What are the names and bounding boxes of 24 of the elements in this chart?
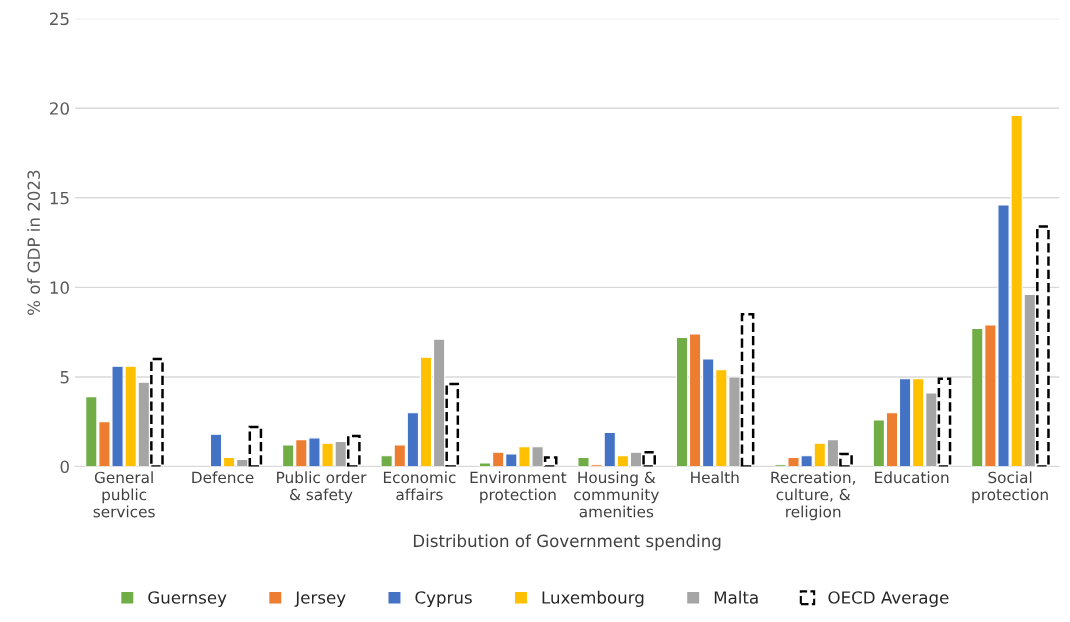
y-axis-title: % of GDP in 2023 — [27, 170, 41, 315]
x-tick-label: Environment protection — [470, 471, 567, 504]
legend-label: Luxembourg — [542, 590, 644, 607]
y-tick-label: 15 — [50, 191, 69, 205]
legend-label: Guernsey — [148, 591, 227, 607]
x-tick-label: Education — [875, 471, 949, 484]
y-tick-label: 20 — [50, 102, 69, 115]
x-tick-label: Economic affairs — [383, 471, 456, 501]
y-tick-label: 5 — [60, 371, 69, 384]
y-tick-label: 25 — [50, 12, 69, 26]
x-tick-label: Housing & community amenities — [574, 471, 659, 518]
x-tick-label: Recreation, culture, & religion — [771, 471, 855, 521]
legend-label: Malta — [714, 590, 758, 604]
y-tick-label: 0 — [60, 460, 69, 474]
y-tick-label: 10 — [50, 281, 69, 294]
x-tick-label: General public services — [93, 471, 155, 518]
x-tick-label: Social protection — [972, 471, 1048, 504]
x-axis-title: Distribution of Government spending — [413, 534, 721, 551]
x-tick-label: Health — [691, 471, 739, 484]
legend-label: Jersey — [294, 591, 346, 607]
legend-label: Cyprus — [415, 591, 472, 607]
legend-label: OECD Average — [828, 591, 949, 607]
x-tick-label: Public order & safety — [277, 471, 367, 504]
x-tick-label: Defence — [192, 471, 254, 484]
